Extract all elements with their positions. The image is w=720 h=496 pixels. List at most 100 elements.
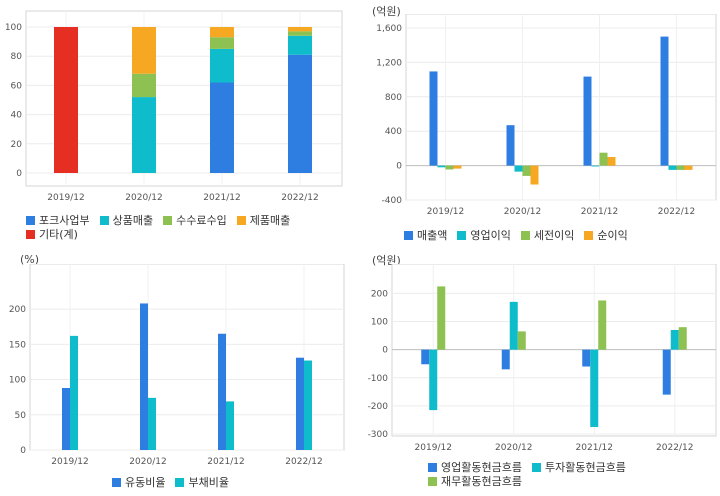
bar: [288, 54, 312, 173]
legend-label: 포크사업부: [39, 214, 90, 227]
ratio-chart: 0 50 100 150 200 2019/12 2020/12 2021/12 2022/12: [9, 264, 345, 467]
y-tick-label: -100: [368, 374, 389, 384]
legend-item: 상품매출: [99, 214, 154, 228]
legend-swatch: [26, 230, 35, 239]
legend-label: 영업활동현금흐름: [441, 461, 522, 474]
y-tick-label: 150: [9, 340, 26, 350]
bar: [218, 333, 226, 450]
x-tick-label: 2022/12: [656, 443, 693, 453]
bar: [210, 82, 234, 173]
bar: [148, 397, 156, 450]
legend-item: 재무활동현금흐름: [428, 475, 522, 489]
bar: [684, 165, 693, 170]
legend-item: 유동비율: [112, 476, 165, 490]
x-tick-label: 2020/12: [495, 443, 532, 453]
ratio-chart-unit: (%): [20, 253, 40, 266]
y-tick-label: 60: [11, 81, 23, 91]
income-chart-unit: (억원): [372, 5, 401, 18]
legend-label: 재무활동현금흐름: [441, 475, 522, 488]
legend-item: 영업활동현금흐름: [428, 461, 522, 475]
bar: [598, 300, 607, 350]
legend-item: 순이익: [584, 229, 628, 243]
bar: [132, 27, 156, 74]
x-tick-label: 2021/12: [581, 207, 618, 217]
legend-label: 순이익: [597, 229, 628, 242]
y-tick-label: 20: [11, 140, 23, 150]
y-tick-label: 50: [15, 411, 27, 421]
legend-label: 제품매출: [249, 214, 291, 227]
bar: [429, 71, 438, 166]
legend-label: 투자활동현금흐름: [544, 461, 626, 474]
legend-swatch: [457, 231, 467, 240]
x-tick-label: 2020/12: [504, 207, 541, 217]
legend-swatch: [531, 463, 541, 472]
legend-swatch: [175, 478, 185, 487]
y-tick-label: 1,600: [376, 24, 402, 34]
bar: [296, 357, 304, 450]
bar: [210, 37, 234, 49]
bar: [132, 97, 156, 173]
x-tick-label: 2019/12: [427, 207, 464, 217]
bar: [506, 125, 515, 166]
legend-item: 기타(계): [26, 228, 78, 242]
legend-label: 세전이익: [533, 229, 575, 242]
bar: [140, 303, 148, 450]
bar: [599, 152, 608, 166]
bar: [445, 165, 454, 170]
legend-swatch: [428, 477, 437, 486]
x-tick-label: 2019/12: [51, 457, 88, 467]
y-tick-label: 0: [382, 346, 388, 356]
y-tick-label: 100: [5, 23, 22, 33]
bar: [591, 165, 600, 167]
y-tick-label: 400: [385, 127, 402, 137]
legend-swatch: [520, 231, 530, 240]
bar: [509, 301, 518, 350]
legend-label: 상품매출: [112, 214, 154, 227]
bar: [429, 349, 438, 411]
y-tick-label: 40: [11, 111, 23, 121]
plot-frame: [29, 264, 345, 451]
y-tick-label: 0: [396, 162, 402, 172]
revenue-composition-chart: 0 20 40 60 80 100 2019/12 2020/12 2021/12 2022/12: [5, 10, 343, 203]
y-tick-label: -200: [368, 402, 389, 412]
bar: [607, 157, 616, 166]
bar: [530, 165, 539, 185]
x-tick-label: 2022/12: [281, 193, 318, 203]
bar: [304, 360, 312, 450]
bar: [210, 27, 234, 38]
ratio-legend: 유동비율 부채비율: [112, 476, 342, 490]
income-chart: -400 0 400 800 1,200 1,600 2019/12 2020/12 2021/…: [376, 14, 717, 217]
x-tick-label: 2022/12: [658, 207, 695, 217]
legend-swatch: [112, 478, 121, 487]
y-tick-label: 200: [371, 289, 388, 299]
legend-swatch: [584, 231, 594, 240]
bar: [670, 329, 679, 350]
bar: [62, 388, 70, 450]
bar: [662, 349, 671, 395]
income-legend: 매출액 영업이익 세전이익 순이익: [404, 229, 714, 243]
legend-item: 포크사업부: [26, 214, 90, 228]
bar: [437, 165, 446, 168]
bar: [453, 165, 462, 169]
legend-item: 매출액: [404, 229, 447, 243]
bar: [678, 327, 687, 350]
legend-swatch: [99, 216, 109, 225]
y-tick-label: 200: [9, 305, 26, 315]
bar: [676, 165, 685, 170]
y-tick-label: 1,200: [376, 58, 402, 68]
legend-swatch: [163, 216, 173, 225]
legend-item: 수수료수입: [163, 214, 227, 228]
legend-item: 제품매출: [236, 214, 291, 228]
legend-label: 부채비율: [188, 476, 229, 489]
y-tick-label: -400: [382, 196, 403, 206]
bar: [226, 401, 234, 450]
bar: [132, 73, 156, 98]
legend-label: 수수료수입: [176, 214, 227, 227]
x-tick-label: 2022/12: [285, 457, 322, 467]
legend-item: 투자활동현금흐름: [531, 461, 626, 475]
bar: [660, 36, 669, 166]
y-tick-label: 80: [11, 52, 23, 62]
legend-item: 세전이익: [520, 229, 575, 243]
y-tick-label: 800: [385, 93, 402, 103]
